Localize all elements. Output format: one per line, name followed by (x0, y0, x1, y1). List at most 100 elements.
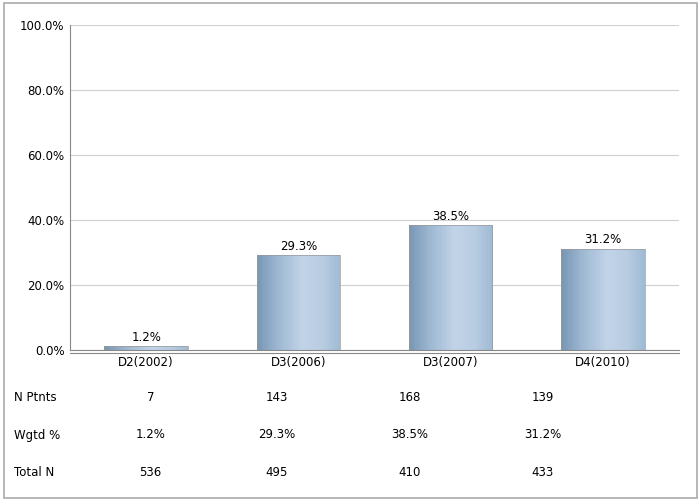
Bar (430, 225, 433, 350)
Bar (139, 346, 141, 350)
Bar (442, 225, 444, 350)
Bar (424, 225, 426, 350)
Bar (469, 225, 471, 350)
Bar (482, 225, 484, 350)
Text: 143: 143 (265, 391, 288, 404)
Bar (297, 255, 298, 350)
Bar (470, 225, 473, 350)
Bar (121, 346, 122, 350)
Bar (593, 248, 595, 350)
Text: 29.3%: 29.3% (280, 240, 317, 252)
Bar (111, 346, 113, 350)
Bar (605, 248, 606, 350)
Bar (104, 346, 188, 350)
Bar (258, 255, 260, 350)
Bar (172, 346, 173, 350)
Bar (616, 248, 618, 350)
Bar (427, 225, 429, 350)
Bar (136, 346, 138, 350)
Bar (432, 225, 434, 350)
Bar (417, 225, 419, 350)
Bar (119, 346, 121, 350)
Bar (158, 346, 160, 350)
Bar (429, 225, 430, 350)
Bar (181, 346, 183, 350)
Bar (312, 255, 314, 350)
Bar (438, 225, 439, 350)
Bar (599, 248, 601, 350)
Bar (148, 346, 150, 350)
Bar (477, 225, 480, 350)
Text: 495: 495 (265, 466, 288, 479)
Bar (180, 346, 181, 350)
Bar (608, 248, 610, 350)
Bar (333, 255, 335, 350)
Text: 1.2%: 1.2% (136, 428, 165, 442)
Bar (317, 255, 318, 350)
Bar (409, 225, 411, 350)
Bar (160, 346, 161, 350)
Text: 38.5%: 38.5% (391, 428, 428, 442)
Bar (315, 255, 317, 350)
Bar (164, 346, 167, 350)
Bar (295, 255, 297, 350)
Bar (566, 248, 568, 350)
Bar (633, 248, 635, 350)
Bar (267, 255, 268, 350)
Bar (464, 225, 466, 350)
Text: 1.2%: 1.2% (131, 331, 161, 344)
Bar (150, 346, 151, 350)
Bar (615, 248, 617, 350)
Bar (589, 248, 592, 350)
Bar (440, 225, 442, 350)
Bar (272, 255, 274, 350)
Bar (578, 248, 580, 350)
Bar (421, 225, 422, 350)
Bar (569, 248, 571, 350)
Bar (153, 346, 155, 350)
Bar (268, 255, 270, 350)
Bar (173, 346, 175, 350)
Bar (144, 346, 146, 350)
Bar (564, 248, 566, 350)
Bar (130, 346, 131, 350)
Bar (439, 225, 441, 350)
Bar (601, 248, 603, 350)
Bar (166, 346, 168, 350)
Bar (434, 225, 435, 350)
Bar (611, 248, 613, 350)
Bar (631, 248, 634, 350)
Bar (339, 255, 340, 350)
Bar (479, 225, 481, 350)
Bar (309, 255, 310, 350)
Bar (410, 225, 412, 350)
Bar (481, 225, 482, 350)
Bar (474, 225, 476, 350)
Bar (328, 255, 330, 350)
Bar (303, 255, 305, 350)
Bar (606, 248, 608, 350)
Bar (592, 248, 593, 350)
Bar (275, 255, 276, 350)
Text: 29.3%: 29.3% (258, 428, 295, 442)
Bar (561, 248, 645, 350)
Bar (318, 255, 321, 350)
Bar (290, 255, 292, 350)
Bar (444, 225, 446, 350)
Bar (594, 248, 596, 350)
Bar (613, 248, 615, 350)
Bar (456, 225, 458, 350)
Bar (256, 255, 258, 350)
Bar (628, 248, 630, 350)
Bar (285, 255, 287, 350)
Bar (143, 346, 145, 350)
Bar (302, 255, 304, 350)
Bar (326, 255, 327, 350)
Bar (327, 255, 329, 350)
Bar (618, 248, 620, 350)
Bar (122, 346, 125, 350)
Bar (323, 255, 326, 350)
Text: Total N: Total N (14, 466, 55, 479)
Bar (603, 248, 605, 350)
Bar (459, 225, 461, 350)
